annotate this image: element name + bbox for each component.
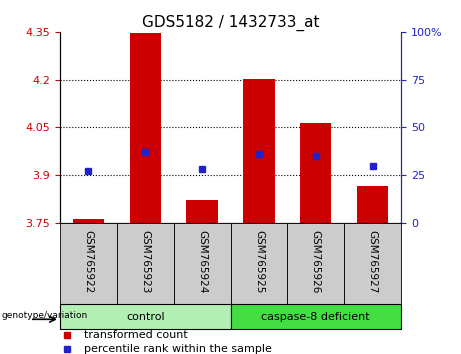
Text: GSM765925: GSM765925	[254, 229, 264, 293]
Text: GSM765927: GSM765927	[367, 229, 378, 293]
Bar	[230, 304, 401, 329]
Bar	[300, 122, 331, 223]
Text: GSM765922: GSM765922	[83, 229, 94, 293]
Text: control: control	[126, 312, 165, 322]
Bar	[357, 186, 388, 223]
Bar	[174, 223, 230, 304]
Bar	[230, 223, 287, 304]
Bar	[117, 223, 174, 304]
Bar	[130, 33, 161, 223]
Text: genotype/variation: genotype/variation	[1, 311, 88, 320]
Bar	[344, 223, 401, 304]
Bar	[287, 223, 344, 304]
Text: caspase-8 deficient: caspase-8 deficient	[261, 312, 370, 322]
Bar	[186, 200, 218, 223]
Bar	[73, 219, 104, 223]
Text: transformed count: transformed count	[84, 330, 188, 341]
Bar	[60, 304, 230, 329]
Text: GSM765924: GSM765924	[197, 229, 207, 293]
Text: GSM765926: GSM765926	[311, 229, 321, 293]
Text: GSM765923: GSM765923	[140, 229, 150, 293]
Title: GDS5182 / 1432733_at: GDS5182 / 1432733_at	[142, 14, 319, 30]
Text: percentile rank within the sample: percentile rank within the sample	[84, 344, 272, 354]
Bar	[60, 223, 117, 304]
Bar	[243, 79, 275, 223]
